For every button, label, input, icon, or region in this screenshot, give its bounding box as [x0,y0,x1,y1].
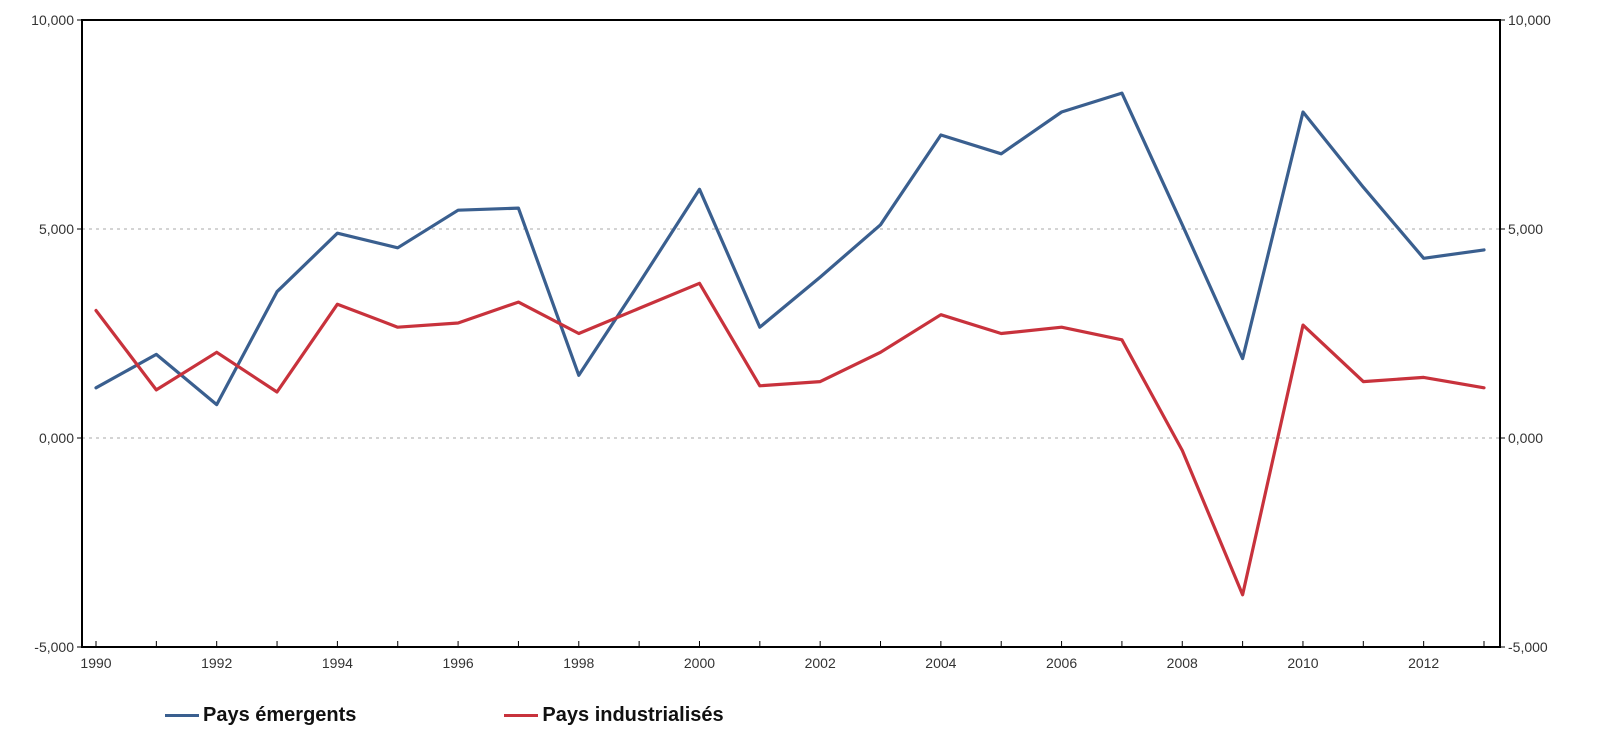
x-tick-label: 2000 [684,655,715,671]
y-tick-label-right: 0,000 [1508,430,1543,446]
x-tick-label: 1998 [563,655,594,671]
x-tick-label: 1996 [443,655,474,671]
y-tick-label-right: -5,000 [1508,639,1548,655]
y-tick-label-left: -5,000 [34,639,74,655]
y-tick-label-left: 10,000 [31,12,74,28]
plot-frame [81,19,1501,648]
series-lines [94,91,1486,597]
x-tick-label: 2002 [805,655,836,671]
legend-swatch-industrialises [504,713,539,717]
y-tick-label-right: 10,000 [1508,12,1551,28]
y-tick-label-left: 0,000 [39,430,74,446]
series-line-1 [94,281,1486,597]
x-tick-label: 2012 [1408,655,1439,671]
legend-swatch-emergents [165,713,199,717]
x-tick-label: 1992 [201,655,232,671]
x-tick-label: 1994 [322,655,353,671]
gridlines [82,228,1500,439]
x-tick-label: 2006 [1046,655,1077,671]
x-tick-label: 2004 [925,655,956,671]
y-tick-label-right: 5,000 [1508,221,1543,237]
y-tick-label-left: 5,000 [39,221,74,237]
series-line-0 [94,91,1486,407]
legend-label-industrialises: Pays industrialisés [542,703,724,726]
legend-item-emergents: Pays émergents [165,700,356,730]
axes: -5,000 -5,000 0,000 0,000 5,000 5,000 10,000 10… [31,12,1551,671]
x-tick-label: 1990 [80,655,111,671]
legend: Pays émergents Pays industrialisés [165,700,724,730]
x-tick-label: 2010 [1287,655,1318,671]
x-tick-label: 2008 [1167,655,1198,671]
legend-label-emergents: Pays émergents [203,703,357,726]
legend-item-industrialises: Pays industrialisés [504,700,724,730]
